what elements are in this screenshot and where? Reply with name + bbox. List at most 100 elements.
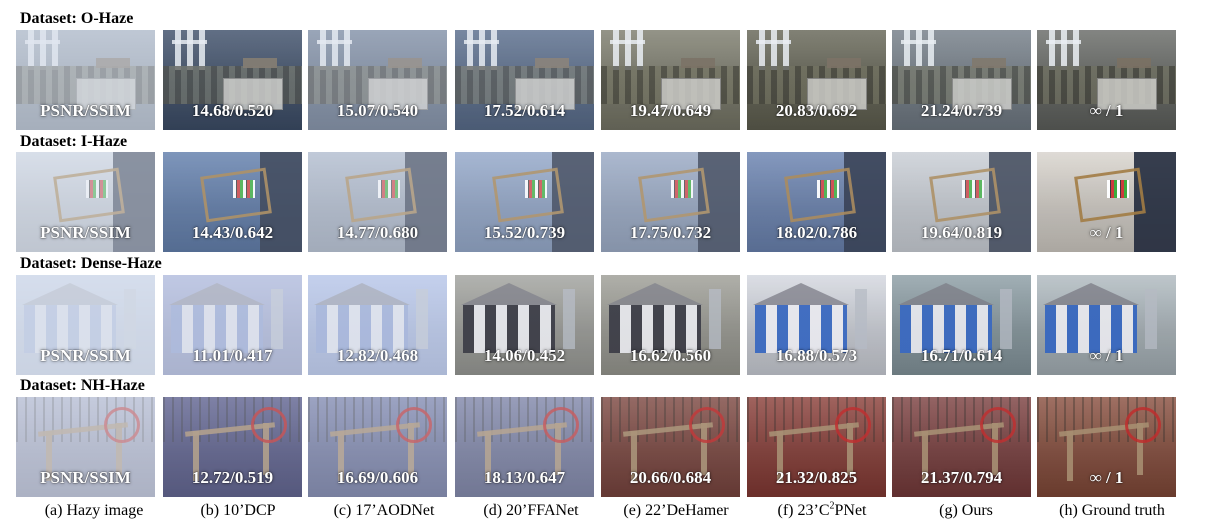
result-image: ∞ / 1 [1037,397,1176,497]
psnr-ssim-label: PSNR/SSIM [40,468,131,487]
fence-post [175,30,181,70]
psnr-ssim-label: 15.52/0.739 [483,223,566,242]
dark-doorway [1134,152,1176,252]
swing-leg [777,431,783,481]
haze-overlay [601,397,740,497]
fence-post [187,30,193,70]
result-image: 20.83/0.692 [747,30,886,130]
fence-post [1049,30,1055,70]
haze-overlay [892,397,1031,497]
psnr-ssim-label: 16.88/0.573 [775,346,858,365]
haze-overlay [308,397,447,497]
swing-leg [701,423,707,475]
carousel-body [463,305,555,353]
fence-post [916,30,922,70]
caption-text: (f) 23’C [777,502,830,519]
psnr-ssim-label: 14.43/0.642 [191,223,274,242]
dark-doorway [844,152,886,252]
fence-post [467,30,473,70]
caption-text: (a) Hazy image [44,502,144,519]
psnr-ssim-label: 20.83/0.692 [775,101,858,120]
haze-overlay [16,152,155,252]
carousel-body [1045,305,1137,353]
result-image: PSNR/SSIM [16,30,155,130]
haze-overlay [163,30,302,130]
caption-text: (e) 22’DeHamer [623,502,729,519]
haze-overlay [308,152,447,252]
psnr-ssim-label: PSNR/SSIM [40,101,131,120]
swing-leg [922,431,928,481]
result-image: 21.37/0.794 [892,397,1031,497]
column-caption: (d) 20’FFANet [456,500,606,522]
fence-post [479,30,485,70]
haze-overlay [455,275,594,375]
haze-overlay [455,152,594,252]
result-image: ∞ / 1 [1037,152,1176,252]
psnr-ssim-label: 11.01/0.417 [192,346,273,365]
stone-block [515,78,575,110]
psnr-ssim-label: 16.71/0.614 [920,346,1003,365]
image-row: PSNR/SSIM 12.72/0.519 16.69/0.606 18.13/0.6… [16,397,1176,497]
stone-block [368,78,428,110]
column-caption: (a) Hazy image [19,500,169,522]
psnr-ssim-label: 12.82/0.468 [336,346,419,365]
result-image: 21.24/0.739 [892,30,1031,130]
fence-post [771,30,777,70]
result-image: 14.43/0.642 [163,152,302,252]
result-image: 12.82/0.468 [308,275,447,375]
haze-overlay [16,30,155,130]
fence-post [637,30,643,70]
psnr-ssim-label: ∞ / 1 [1089,223,1124,242]
color-chart [671,180,693,198]
color-chart [962,180,984,198]
fence-post [928,30,934,70]
haze-overlay [747,152,886,252]
fence-post [610,40,645,44]
steering-wheel [396,407,432,443]
column-caption: (e) 22’DeHamer [601,500,751,522]
result-image: 17.52/0.614 [455,30,594,130]
psnr-ssim-label: 21.32/0.825 [775,468,858,487]
psnr-ssim-label: 19.47/0.649 [629,101,712,120]
haze-overlay [892,30,1031,130]
fence-post [625,30,631,70]
haze-overlay [455,397,594,497]
color-chart [378,180,400,198]
fence-post [904,30,910,70]
steering-wheel [835,407,871,443]
haze-overlay [601,152,740,252]
haze-overlay [747,397,886,497]
result-image: 18.02/0.786 [747,152,886,252]
tower [1000,289,1012,349]
psnr-ssim-label: 16.62/0.560 [629,346,712,365]
image-row: PSNR/SSIM 11.01/0.417 12.82/0.468 14.06/0.4… [16,275,1176,375]
fence-post [759,30,765,70]
haze-overlay [892,152,1031,252]
caption-text: (b) 10’DCP [200,502,276,519]
swing-leg [338,431,344,481]
psnr-ssim-label: 14.68/0.520 [191,101,274,120]
stone-block [223,78,283,110]
fence-post [783,30,789,70]
dark-doorway [405,152,447,252]
swing-leg [485,431,491,481]
carousel-body [609,305,701,353]
fence-post [491,30,497,70]
psnr-ssim-label: 14.77/0.680 [336,223,419,242]
result-image: 16.88/0.573 [747,275,886,375]
fence-post [613,30,619,70]
result-image: PSNR/SSIM [16,152,155,252]
dataset-label: Dataset: I-Haze [20,133,128,150]
color-chart [817,180,839,198]
carousel-body [755,305,847,353]
result-image: 20.66/0.684 [601,397,740,497]
tower [563,289,575,349]
haze-overlay [601,30,740,130]
haze-overlay [455,30,594,130]
stone-block [661,78,721,110]
psnr-ssim-label: PSNR/SSIM [40,223,131,242]
tower [709,289,721,349]
result-image: 16.71/0.614 [892,275,1031,375]
psnr-ssim-label: 17.52/0.614 [483,101,566,120]
column-caption: (b) 10’DCP [163,500,313,522]
